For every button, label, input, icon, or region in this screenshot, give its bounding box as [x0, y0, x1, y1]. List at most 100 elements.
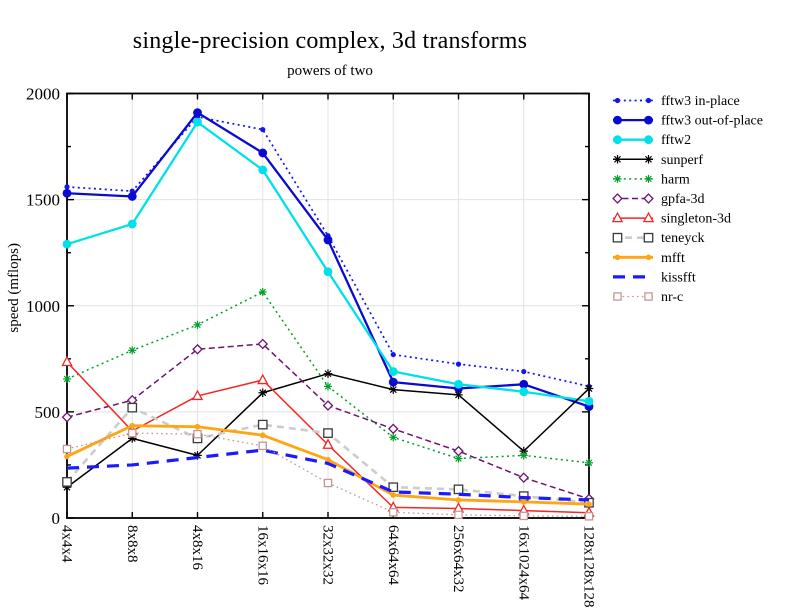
triangle-marker	[642, 211, 655, 223]
legend-label: teneyck	[661, 231, 705, 246]
asterisk-arm	[128, 347, 136, 354]
circle-marker	[62, 188, 72, 198]
asterisk-arm	[324, 383, 332, 390]
dot-marker	[194, 423, 201, 430]
asterisk-marker	[258, 287, 267, 296]
asterisk-arm	[645, 155, 652, 163]
x-category-label: 128x128x128	[581, 525, 597, 608]
legend-item: teneyck	[612, 231, 705, 246]
y-tick-label: 500	[35, 403, 61, 422]
asterisk-marker	[388, 385, 398, 394]
square-marker	[612, 232, 623, 243]
asterisk-marker	[519, 451, 528, 460]
y-tick-label: 0	[52, 509, 61, 528]
asterisk-arm	[455, 455, 462, 462]
asterisk-arm	[455, 391, 462, 399]
square-marker	[323, 428, 333, 438]
legend-item: mfft	[613, 251, 685, 266]
x-category-label: 16x16x16	[254, 525, 270, 586]
series-line	[66, 448, 590, 502]
dot-marker	[64, 453, 70, 460]
circle-marker	[258, 148, 268, 158]
square-marker	[193, 429, 202, 439]
legend-item: nr-c	[613, 290, 683, 305]
diamond-marker	[192, 343, 203, 355]
legend-label: nr-c	[661, 290, 683, 305]
dot-marker	[64, 184, 70, 190]
asterisk-marker	[585, 458, 593, 467]
legend-item: fftw2	[613, 133, 691, 148]
diamond-marker	[612, 193, 623, 204]
series-sunperf	[62, 369, 594, 492]
asterisk-marker	[323, 369, 333, 378]
square-marker	[62, 444, 72, 454]
legend-label: mfft	[661, 251, 685, 266]
dot-marker	[586, 501, 592, 508]
legend-label: kissfft	[661, 270, 696, 285]
dot-marker	[614, 254, 621, 261]
triangle-marker	[61, 355, 73, 367]
series-line	[66, 115, 590, 388]
asterisk-arm	[63, 375, 71, 383]
square-marker	[643, 232, 654, 243]
asterisk-marker	[454, 390, 463, 400]
asterisk-marker	[454, 454, 463, 463]
legend-label: fftw3 out-of-place	[661, 114, 763, 129]
square-marker	[388, 508, 398, 517]
diamond-marker	[61, 411, 73, 423]
circle-marker	[613, 115, 622, 125]
series-kissfft	[66, 448, 590, 502]
asterisk-arm	[520, 452, 528, 459]
series-fftw2	[62, 117, 594, 406]
x-category-label: 8x8x8	[124, 525, 140, 563]
asterisk-marker	[63, 374, 71, 383]
circle-marker	[193, 108, 202, 118]
asterisk-arm	[614, 175, 621, 183]
circle-marker	[644, 115, 653, 125]
triangle-marker	[257, 373, 269, 385]
circle-marker	[323, 235, 333, 245]
dot-marker	[259, 432, 266, 439]
legend-item: singleton-3d	[611, 211, 731, 227]
asterisk-marker	[128, 346, 137, 355]
diamond-marker	[322, 400, 334, 411]
asterisk-arm	[194, 321, 201, 329]
x-category-label: 64x64x64	[385, 525, 401, 586]
circle-marker	[584, 396, 594, 406]
asterisk-arm	[324, 370, 332, 378]
square-marker	[613, 292, 622, 301]
circle-marker	[644, 135, 653, 145]
dot-marker	[455, 497, 462, 503]
series-harm	[63, 287, 593, 467]
dot-marker	[520, 499, 527, 505]
circle-marker	[127, 219, 137, 229]
square-marker	[62, 477, 72, 487]
gridlines	[67, 93, 589, 518]
square-marker	[584, 512, 594, 521]
square-marker	[644, 292, 653, 301]
y-tick-label: 1500	[26, 191, 60, 210]
square-marker	[323, 478, 333, 488]
legend-item: fftw3 out-of-place	[613, 114, 763, 129]
asterisk-arm	[259, 389, 267, 397]
legend-label: singleton-3d	[661, 212, 731, 227]
dot-marker	[325, 456, 331, 463]
square-marker	[519, 511, 529, 521]
dot-marker	[645, 97, 652, 104]
square-marker	[127, 402, 138, 413]
circle-marker	[193, 117, 202, 127]
asterisk-arm	[585, 459, 593, 467]
asterisk-marker	[613, 174, 622, 183]
circle-marker	[519, 379, 529, 389]
square-marker	[388, 482, 399, 493]
asterisk-arm	[645, 175, 652, 183]
asterisk-marker	[324, 382, 332, 391]
dot-marker	[614, 97, 621, 104]
x-category-label: 4x4x4	[59, 525, 75, 563]
dot-marker	[645, 254, 652, 261]
legend-item: kissfft	[613, 270, 696, 285]
circle-marker	[519, 387, 529, 397]
asterisk-arm	[585, 385, 593, 393]
circle-marker	[388, 367, 398, 376]
